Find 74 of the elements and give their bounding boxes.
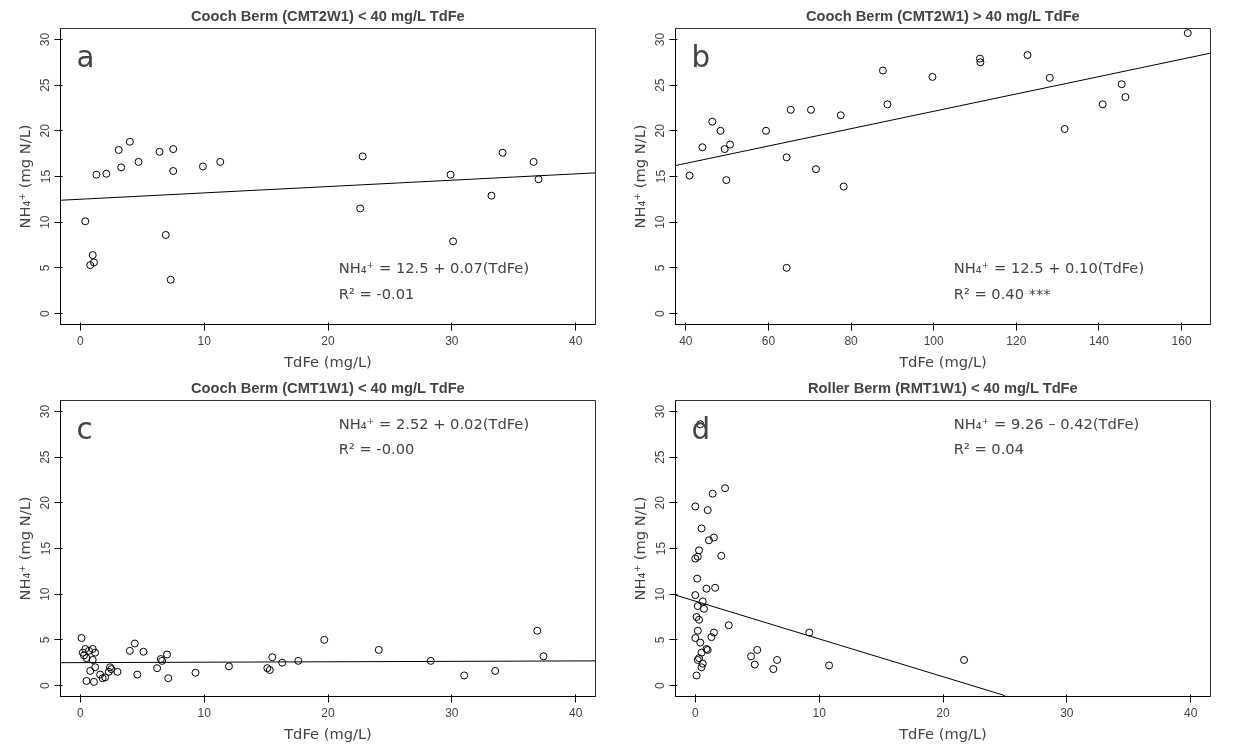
y-tick-label: 30 (38, 32, 53, 47)
x-tick-label: 30 (445, 333, 459, 348)
x-tick-label: 0 (76, 705, 84, 720)
y-tick-label: 10 (653, 587, 668, 601)
x-tick-label: 20 (321, 333, 335, 348)
y-axis-title: NH₄⁺ (mg N/L) (630, 124, 648, 229)
annotation: d (691, 412, 711, 447)
x-tick-label: 30 (1060, 705, 1074, 720)
y-axis-title: NH₄⁺ (mg N/L) (15, 124, 33, 229)
annotation: R² = 0.40 *** (953, 284, 1051, 302)
y-tick-label: 15 (38, 541, 53, 556)
x-tick-label: 120 (1006, 333, 1027, 348)
y-tick-label: 25 (653, 78, 668, 92)
y-tick-label: 0 (38, 309, 53, 317)
y-tick-label: 25 (38, 450, 53, 464)
y-tick-label: 15 (38, 169, 53, 184)
annotation: a (76, 40, 95, 75)
y-tick-label: 20 (653, 495, 668, 510)
y-tick-label: 5 (38, 264, 53, 272)
x-axis-title: TdFe (mg/L) (898, 724, 987, 742)
y-tick-label: 5 (653, 264, 668, 272)
y-tick-label: 5 (38, 636, 53, 644)
x-tick-label: 60 (761, 333, 776, 348)
annotation: c (76, 412, 93, 447)
x-tick-label: 20 (321, 705, 335, 720)
x-tick-label: 30 (445, 705, 459, 720)
y-tick-label: 5 (653, 636, 668, 644)
y-tick-label: 30 (653, 32, 668, 47)
y-tick-label: 15 (653, 169, 668, 184)
annotation: R² = 0.04 (953, 440, 1024, 458)
y-tick-label: 30 (38, 404, 53, 419)
annotation: NH₄⁺ = 12.5 + 0.10(TdFe) (953, 259, 1145, 277)
x-tick-label: 20 (936, 705, 950, 720)
x-axis-title: TdFe (mg/L) (898, 352, 987, 370)
annotation: R² = -0.01 (338, 284, 415, 302)
x-tick-label: 10 (197, 705, 212, 720)
annotation: NH₄⁺ = 12.5 + 0.07(TdFe) (338, 259, 530, 277)
annotation: NH₄⁺ = 9.26 – 0.42(TdFe) (953, 415, 1140, 433)
y-tick-label: 0 (653, 309, 668, 317)
x-tick-label: 10 (197, 333, 212, 348)
x-tick-label: 100 (923, 333, 945, 348)
chart-title: Cooch Berm (CMT1W1) < 40 mg/L TdFe (190, 379, 465, 396)
x-axis-title: TdFe (mg/L) (283, 352, 372, 370)
x-tick-label: 160 (1171, 333, 1192, 348)
x-tick-label: 40 (569, 333, 583, 348)
annotation: b (691, 40, 711, 75)
y-tick-label: 0 (653, 681, 668, 689)
y-tick-label: 20 (38, 123, 53, 138)
y-tick-label: 15 (653, 541, 668, 556)
y-tick-label: 0 (38, 681, 53, 689)
y-axis-title: NH₄⁺ (mg N/L) (630, 496, 648, 601)
x-tick-label: 40 (1184, 705, 1198, 720)
x-tick-label: 140 (1088, 333, 1110, 348)
annotation: NH₄⁺ = 2.52 + 0.02(TdFe) (338, 415, 530, 433)
chart-title: Cooch Berm (CMT2W1) > 40 mg/L TdFe (805, 7, 1080, 24)
x-tick-label: 80 (844, 333, 859, 348)
y-tick-label: 25 (38, 78, 53, 92)
x-tick-label: 0 (76, 333, 84, 348)
y-tick-label: 30 (653, 404, 668, 419)
y-axis-title: NH₄⁺ (mg N/L) (15, 496, 33, 601)
annotation: R² = -0.00 (338, 440, 415, 458)
y-tick-label: 25 (653, 450, 668, 464)
chart-title: Roller Berm (RMT1W1) < 40 mg/L TdFe (808, 379, 1078, 396)
x-tick-label: 40 (679, 333, 693, 348)
y-tick-label: 20 (38, 495, 53, 510)
y-tick-label: 20 (653, 123, 668, 138)
chart-title: Cooch Berm (CMT2W1) < 40 mg/L TdFe (190, 7, 465, 24)
y-tick-label: 10 (38, 215, 53, 229)
x-tick-label: 40 (569, 705, 583, 720)
x-tick-label: 0 (691, 705, 699, 720)
x-tick-label: 10 (812, 705, 827, 720)
x-axis-title: TdFe (mg/L) (283, 724, 372, 742)
y-tick-label: 10 (38, 587, 53, 601)
y-tick-label: 10 (653, 215, 668, 229)
